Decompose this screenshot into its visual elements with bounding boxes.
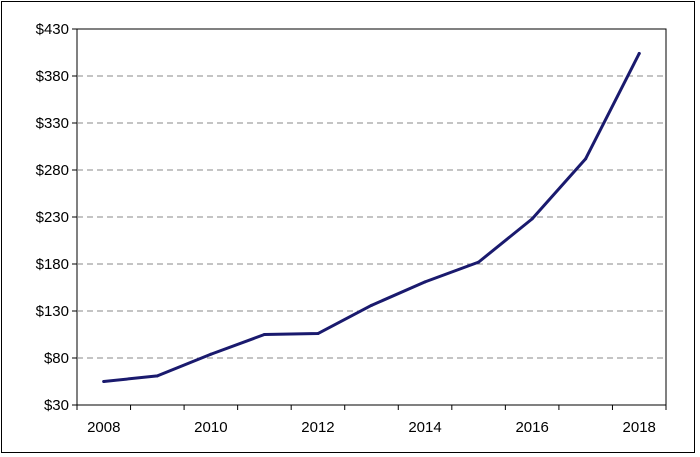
data-point	[584, 157, 588, 161]
y-tick-label: $380	[36, 68, 69, 85]
y-tick-label: $330	[36, 115, 69, 132]
x-tick-label: 2018	[623, 419, 656, 436]
data-point	[155, 374, 159, 378]
y-tick-label: $130	[36, 303, 69, 320]
data-point	[209, 352, 213, 356]
data-point	[316, 332, 320, 336]
y-tick-label: $80	[44, 350, 69, 367]
data-point	[477, 260, 481, 264]
data-point	[530, 217, 534, 221]
data-point	[262, 333, 266, 336]
data-point	[370, 303, 373, 307]
data-point	[423, 280, 427, 284]
x-tick-label: 2014	[408, 419, 441, 436]
x-tick-label: 2016	[515, 419, 548, 436]
y-tick-label: $430	[36, 21, 69, 38]
data-point	[637, 51, 641, 55]
data-point	[102, 380, 106, 383]
x-tick-label: 2010	[194, 419, 227, 436]
y-tick-label: $180	[36, 256, 69, 273]
y-tick-label: $230	[36, 209, 69, 226]
y-tick-label: $30	[44, 397, 69, 414]
x-tick-label: 2008	[87, 419, 120, 436]
x-tick-label: 2012	[301, 419, 334, 436]
y-tick-label: $280	[36, 162, 69, 179]
